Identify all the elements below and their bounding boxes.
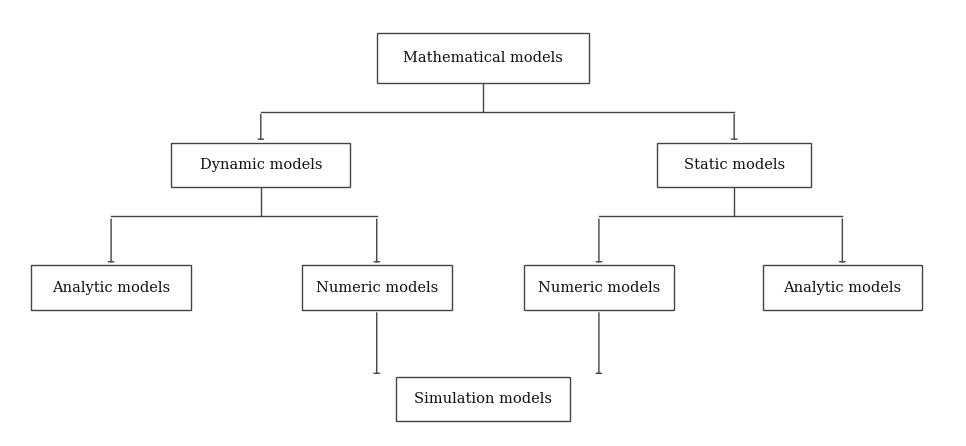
Text: Analytic models: Analytic models xyxy=(783,281,901,295)
FancyBboxPatch shape xyxy=(31,265,191,310)
Text: Numeric models: Numeric models xyxy=(538,281,660,295)
Text: Dynamic models: Dynamic models xyxy=(200,158,322,172)
FancyBboxPatch shape xyxy=(524,265,674,310)
FancyBboxPatch shape xyxy=(763,265,923,310)
Text: Simulation models: Simulation models xyxy=(414,392,552,406)
Text: Numeric models: Numeric models xyxy=(316,281,438,295)
FancyBboxPatch shape xyxy=(172,143,351,187)
FancyBboxPatch shape xyxy=(301,265,452,310)
Text: Mathematical models: Mathematical models xyxy=(403,51,563,65)
Text: Analytic models: Analytic models xyxy=(52,281,170,295)
FancyBboxPatch shape xyxy=(396,377,570,421)
Text: Static models: Static models xyxy=(684,158,784,172)
FancyBboxPatch shape xyxy=(657,143,811,187)
FancyBboxPatch shape xyxy=(377,33,589,83)
